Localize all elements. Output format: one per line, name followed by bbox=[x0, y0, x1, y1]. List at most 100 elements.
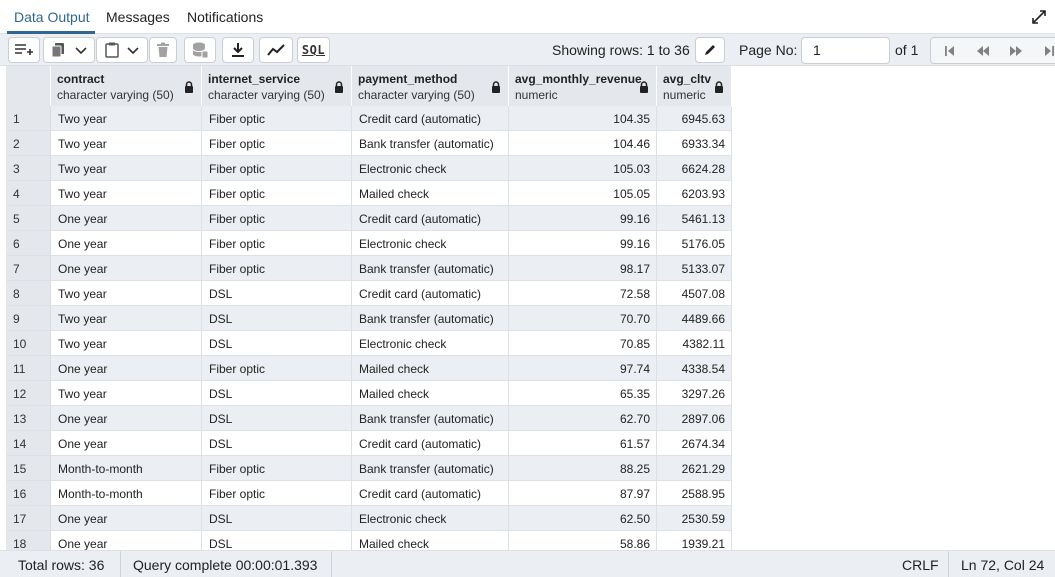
cell-avg-cltv[interactable]: 6624.28 bbox=[657, 156, 732, 181]
data-grid[interactable]: contract character varying (50) internet… bbox=[0, 66, 1055, 550]
cell-payment-method[interactable]: Bank transfer (automatic) bbox=[352, 131, 509, 156]
row-number[interactable]: 1 bbox=[6, 106, 51, 131]
cell-internet-service[interactable]: Fiber optic bbox=[202, 156, 352, 181]
paste-button[interactable] bbox=[96, 37, 148, 63]
cell-internet-service[interactable]: Fiber optic bbox=[202, 256, 352, 281]
cell-avg-cltv[interactable]: 6933.34 bbox=[657, 131, 732, 156]
first-page-button[interactable] bbox=[933, 38, 966, 63]
cell-internet-service[interactable]: DSL bbox=[202, 406, 352, 431]
cell-payment-method[interactable]: Electronic check bbox=[352, 506, 509, 531]
cell-avg-cltv[interactable]: 4382.11 bbox=[657, 331, 732, 356]
row-number[interactable]: 4 bbox=[6, 181, 51, 206]
cell-avg-monthly-revenue[interactable]: 99.16 bbox=[509, 231, 657, 256]
cell-avg-cltv[interactable]: 4507.08 bbox=[657, 281, 732, 306]
cell-avg-monthly-revenue[interactable]: 88.25 bbox=[509, 456, 657, 481]
cell-avg-cltv[interactable]: 5176.05 bbox=[657, 231, 732, 256]
row-number[interactable]: 14 bbox=[6, 431, 51, 456]
cell-avg-monthly-revenue[interactable]: 104.46 bbox=[509, 131, 657, 156]
previous-page-button[interactable] bbox=[966, 38, 999, 63]
cell-contract[interactable]: Month-to-month bbox=[51, 456, 202, 481]
cell-contract[interactable]: Two year bbox=[51, 131, 202, 156]
row-number[interactable]: 9 bbox=[6, 306, 51, 331]
column-header-payment-method[interactable]: payment_method character varying (50) bbox=[352, 66, 509, 106]
cell-contract[interactable]: One year bbox=[51, 431, 202, 456]
row-number[interactable]: 3 bbox=[6, 156, 51, 181]
cell-contract[interactable]: One year bbox=[51, 231, 202, 256]
cell-internet-service[interactable]: Fiber optic bbox=[202, 206, 352, 231]
cell-avg-monthly-revenue[interactable]: 70.70 bbox=[509, 306, 657, 331]
cell-contract[interactable]: One year bbox=[51, 406, 202, 431]
cell-avg-cltv[interactable]: 6203.93 bbox=[657, 181, 732, 206]
cell-contract[interactable]: Two year bbox=[51, 106, 202, 131]
cell-avg-cltv[interactable]: 2897.06 bbox=[657, 406, 732, 431]
cell-payment-method[interactable]: Bank transfer (automatic) bbox=[352, 256, 509, 281]
cell-internet-service[interactable]: DSL bbox=[202, 531, 352, 550]
cell-avg-monthly-revenue[interactable]: 65.35 bbox=[509, 381, 657, 406]
next-page-button[interactable] bbox=[999, 38, 1032, 63]
cell-internet-service[interactable]: Fiber optic bbox=[202, 456, 352, 481]
cell-payment-method[interactable]: Credit card (automatic) bbox=[352, 431, 509, 456]
cell-avg-cltv[interactable]: 5461.13 bbox=[657, 206, 732, 231]
cell-avg-monthly-revenue[interactable]: 105.05 bbox=[509, 181, 657, 206]
cell-avg-cltv[interactable]: 3297.26 bbox=[657, 381, 732, 406]
column-header-contract[interactable]: contract character varying (50) bbox=[51, 66, 202, 106]
page-no-input[interactable]: 1 bbox=[801, 37, 890, 64]
row-number[interactable]: 16 bbox=[6, 481, 51, 506]
cell-payment-method[interactable]: Electronic check bbox=[352, 156, 509, 181]
cell-avg-monthly-revenue[interactable]: 58.86 bbox=[509, 531, 657, 550]
cell-avg-monthly-revenue[interactable]: 62.70 bbox=[509, 406, 657, 431]
row-number[interactable]: 6 bbox=[6, 231, 51, 256]
cell-avg-monthly-revenue[interactable]: 97.74 bbox=[509, 356, 657, 381]
cell-internet-service[interactable]: DSL bbox=[202, 306, 352, 331]
cell-contract[interactable]: One year bbox=[51, 506, 202, 531]
cell-contract[interactable]: One year bbox=[51, 531, 202, 550]
cell-avg-monthly-revenue[interactable]: 72.58 bbox=[509, 281, 657, 306]
cell-internet-service[interactable]: DSL bbox=[202, 331, 352, 356]
cell-avg-cltv[interactable]: 4338.54 bbox=[657, 356, 732, 381]
cell-contract[interactable]: One year bbox=[51, 206, 202, 231]
row-number[interactable]: 13 bbox=[6, 406, 51, 431]
row-number[interactable]: 2 bbox=[6, 131, 51, 156]
cell-avg-cltv[interactable]: 2530.59 bbox=[657, 506, 732, 531]
row-number[interactable]: 10 bbox=[6, 331, 51, 356]
cell-payment-method[interactable]: Mailed check bbox=[352, 531, 509, 550]
copy-button[interactable] bbox=[43, 37, 95, 63]
cell-internet-service[interactable]: Fiber optic bbox=[202, 356, 352, 381]
cell-avg-cltv[interactable]: 6945.63 bbox=[657, 106, 732, 131]
sql-button[interactable]: SQL bbox=[297, 37, 330, 63]
cell-internet-service[interactable]: DSL bbox=[202, 431, 352, 456]
cell-contract[interactable]: Two year bbox=[51, 306, 202, 331]
edit-range-button[interactable] bbox=[695, 37, 725, 63]
cell-avg-monthly-revenue[interactable]: 104.35 bbox=[509, 106, 657, 131]
column-header-avg-monthly-revenue[interactable]: avg_monthly_revenue numeric bbox=[509, 66, 657, 106]
cell-avg-monthly-revenue[interactable]: 87.97 bbox=[509, 481, 657, 506]
grid-corner[interactable] bbox=[6, 66, 51, 106]
add-row-button[interactable] bbox=[8, 37, 40, 63]
cell-avg-cltv[interactable]: 1939.21 bbox=[657, 531, 732, 550]
cell-payment-method[interactable]: Credit card (automatic) bbox=[352, 481, 509, 506]
column-header-avg-cltv[interactable]: avg_cltv numeric bbox=[657, 66, 732, 106]
cell-payment-method[interactable]: Bank transfer (automatic) bbox=[352, 306, 509, 331]
cell-avg-cltv[interactable]: 2674.34 bbox=[657, 431, 732, 456]
cell-avg-cltv[interactable]: 2621.29 bbox=[657, 456, 732, 481]
tab-data-output[interactable]: Data Output bbox=[14, 9, 90, 25]
column-header-internet-service[interactable]: internet_service character varying (50) bbox=[202, 66, 352, 106]
cell-avg-cltv[interactable]: 4489.66 bbox=[657, 306, 732, 331]
cell-avg-monthly-revenue[interactable]: 62.50 bbox=[509, 506, 657, 531]
cell-payment-method[interactable]: Bank transfer (automatic) bbox=[352, 406, 509, 431]
cell-contract[interactable]: Month-to-month bbox=[51, 481, 202, 506]
row-number[interactable]: 17 bbox=[6, 506, 51, 531]
cell-payment-method[interactable]: Credit card (automatic) bbox=[352, 206, 509, 231]
cell-avg-cltv[interactable]: 5133.07 bbox=[657, 256, 732, 281]
cell-payment-method[interactable]: Credit card (automatic) bbox=[352, 281, 509, 306]
cell-internet-service[interactable]: Fiber optic bbox=[202, 231, 352, 256]
cell-avg-monthly-revenue[interactable]: 61.57 bbox=[509, 431, 657, 456]
tab-messages[interactable]: Messages bbox=[106, 9, 170, 25]
row-number[interactable]: 11 bbox=[6, 356, 51, 381]
last-page-button[interactable] bbox=[1032, 38, 1055, 63]
row-number[interactable]: 18 bbox=[6, 531, 51, 550]
tab-notifications[interactable]: Notifications bbox=[187, 9, 264, 25]
expand-icon[interactable] bbox=[1031, 9, 1047, 25]
cell-payment-method[interactable]: Electronic check bbox=[352, 331, 509, 356]
cell-contract[interactable]: Two year bbox=[51, 181, 202, 206]
